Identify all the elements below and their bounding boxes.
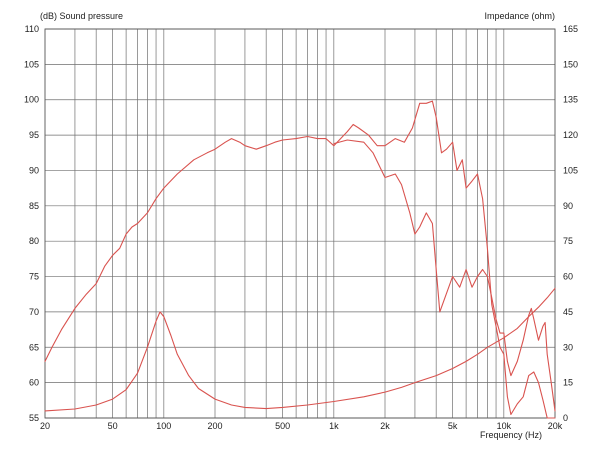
y-right-tick-label: 45 [563, 307, 573, 317]
impedance-curve [44, 287, 556, 412]
y-right-tick-label: 135 [563, 95, 578, 105]
y-left-tick-label: 90 [29, 165, 39, 175]
x-tick-label: 20k [548, 421, 563, 431]
y-right-tick-label: 75 [563, 236, 573, 246]
x-tick-label: 200 [207, 421, 222, 431]
y-right-tick-label: 165 [563, 24, 578, 34]
y-left-tick-label: 110 [25, 24, 39, 34]
curves [44, 100, 556, 419]
y-left-tick-label: 85 [29, 201, 39, 211]
y-right-tick-label: 120 [563, 130, 578, 140]
y-right-tick-label: 90 [563, 201, 573, 211]
x-tick-label: 5k [448, 421, 458, 431]
x-tick-label: 1k [329, 421, 339, 431]
axis-labels: (dB) Sound pressure Impedance (ohm) Freq… [24, 11, 578, 440]
y-axis-label-left: (dB) Sound pressure [40, 11, 123, 21]
y-axis-label-right: Impedance (ohm) [484, 11, 555, 21]
y-left-tick-label: 75 [29, 272, 39, 282]
y-left-tick-label: 95 [29, 130, 39, 140]
y-right-tick-label: 30 [563, 342, 573, 352]
y-right-tick-label: 60 [563, 272, 573, 282]
x-tick-label: 10k [497, 421, 512, 431]
plot-frame [44, 28, 556, 419]
spl-curve-1 [44, 100, 556, 419]
y-left-tick-label: 100 [24, 95, 39, 105]
y-left-tick-label: 55 [29, 413, 39, 423]
y-left-tick-label: 105 [24, 59, 39, 69]
y-left-tick-label: 70 [29, 307, 39, 317]
x-tick-label: 2k [380, 421, 390, 431]
y-right-tick-label: 0 [563, 413, 568, 423]
x-tick-label: 50 [108, 421, 118, 431]
y-right-tick-label: 150 [563, 59, 578, 69]
y-right-tick-label: 15 [563, 378, 573, 388]
x-tick-label: 100 [156, 421, 171, 431]
y-left-tick-label: 80 [29, 236, 39, 246]
spl-curve-2 [333, 139, 556, 412]
y-left-tick-label: 60 [29, 378, 39, 388]
y-left-tick-label: 65 [29, 342, 39, 352]
x-tick-label: 20 [40, 421, 50, 431]
x-axis-label: Frequency (Hz) [480, 430, 542, 440]
grid-lines [45, 28, 555, 419]
x-tick-label: 500 [275, 421, 290, 431]
y-right-tick-label: 105 [563, 165, 578, 175]
